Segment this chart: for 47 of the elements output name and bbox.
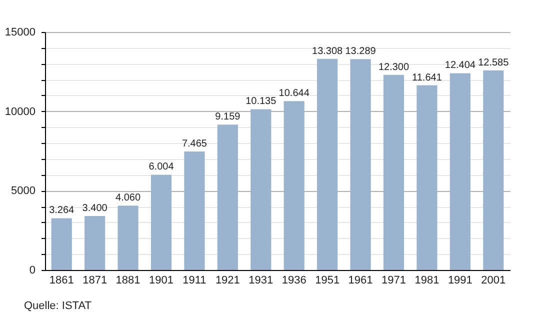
- bar: [84, 216, 106, 270]
- data-label: 10.135: [246, 96, 277, 108]
- bar: [51, 218, 72, 270]
- data-label: 12.300: [378, 62, 410, 73]
- data-label: 12.404: [444, 60, 476, 72]
- source-note: Quelle: ISTAT: [24, 300, 92, 312]
- bar: [317, 58, 338, 270]
- x-tick-label: 1921: [215, 274, 240, 286]
- bar: [416, 85, 438, 270]
- data-label: 10.644: [278, 88, 310, 100]
- bar: [118, 206, 138, 270]
- bar: [350, 59, 371, 270]
- x-tick-label: 1991: [448, 274, 472, 286]
- data-label: 13.289: [345, 46, 376, 58]
- data-label: 12.585: [478, 57, 510, 68]
- x-tick-label: 1881: [116, 274, 140, 286]
- x-tick-label: 1971: [382, 274, 406, 286]
- y-tick-label: 0: [29, 264, 36, 276]
- x-tick-label: 1936: [282, 274, 306, 286]
- x-tick-label: 2001: [481, 274, 506, 286]
- x-tick-label: 1871: [82, 274, 108, 286]
- bar: [150, 174, 172, 270]
- x-tick-label: 1861: [49, 274, 74, 286]
- bar: [483, 70, 504, 270]
- y-tick-label: 10000: [4, 106, 36, 118]
- x-tick-label: 1951: [315, 274, 340, 286]
- data-label: 13.308: [312, 46, 344, 57]
- data-label: 11.641: [412, 72, 442, 84]
- data-label: 4.060: [116, 192, 141, 204]
- bar: [217, 124, 238, 270]
- bar: [450, 73, 470, 270]
- data-label: 7.465: [182, 138, 208, 150]
- x-tick-label: 1911: [182, 274, 206, 286]
- x-tick-label: 1981: [414, 274, 440, 286]
- y-tick-label: 15000: [4, 26, 36, 38]
- bar: [383, 74, 404, 270]
- data-label: 9.159: [215, 112, 241, 123]
- bar: [184, 152, 205, 270]
- data-label: 6.004: [148, 162, 174, 173]
- bar: [250, 109, 272, 270]
- data-label: 3.400: [82, 203, 108, 214]
- x-tick-label: 1901: [149, 274, 174, 286]
- data-label: 3.264: [49, 205, 75, 216]
- bar: [284, 101, 304, 270]
- y-tick-label: 5000: [11, 185, 36, 198]
- x-tick-label: 1931: [248, 274, 274, 286]
- x-tick-label: 1961: [348, 274, 373, 286]
